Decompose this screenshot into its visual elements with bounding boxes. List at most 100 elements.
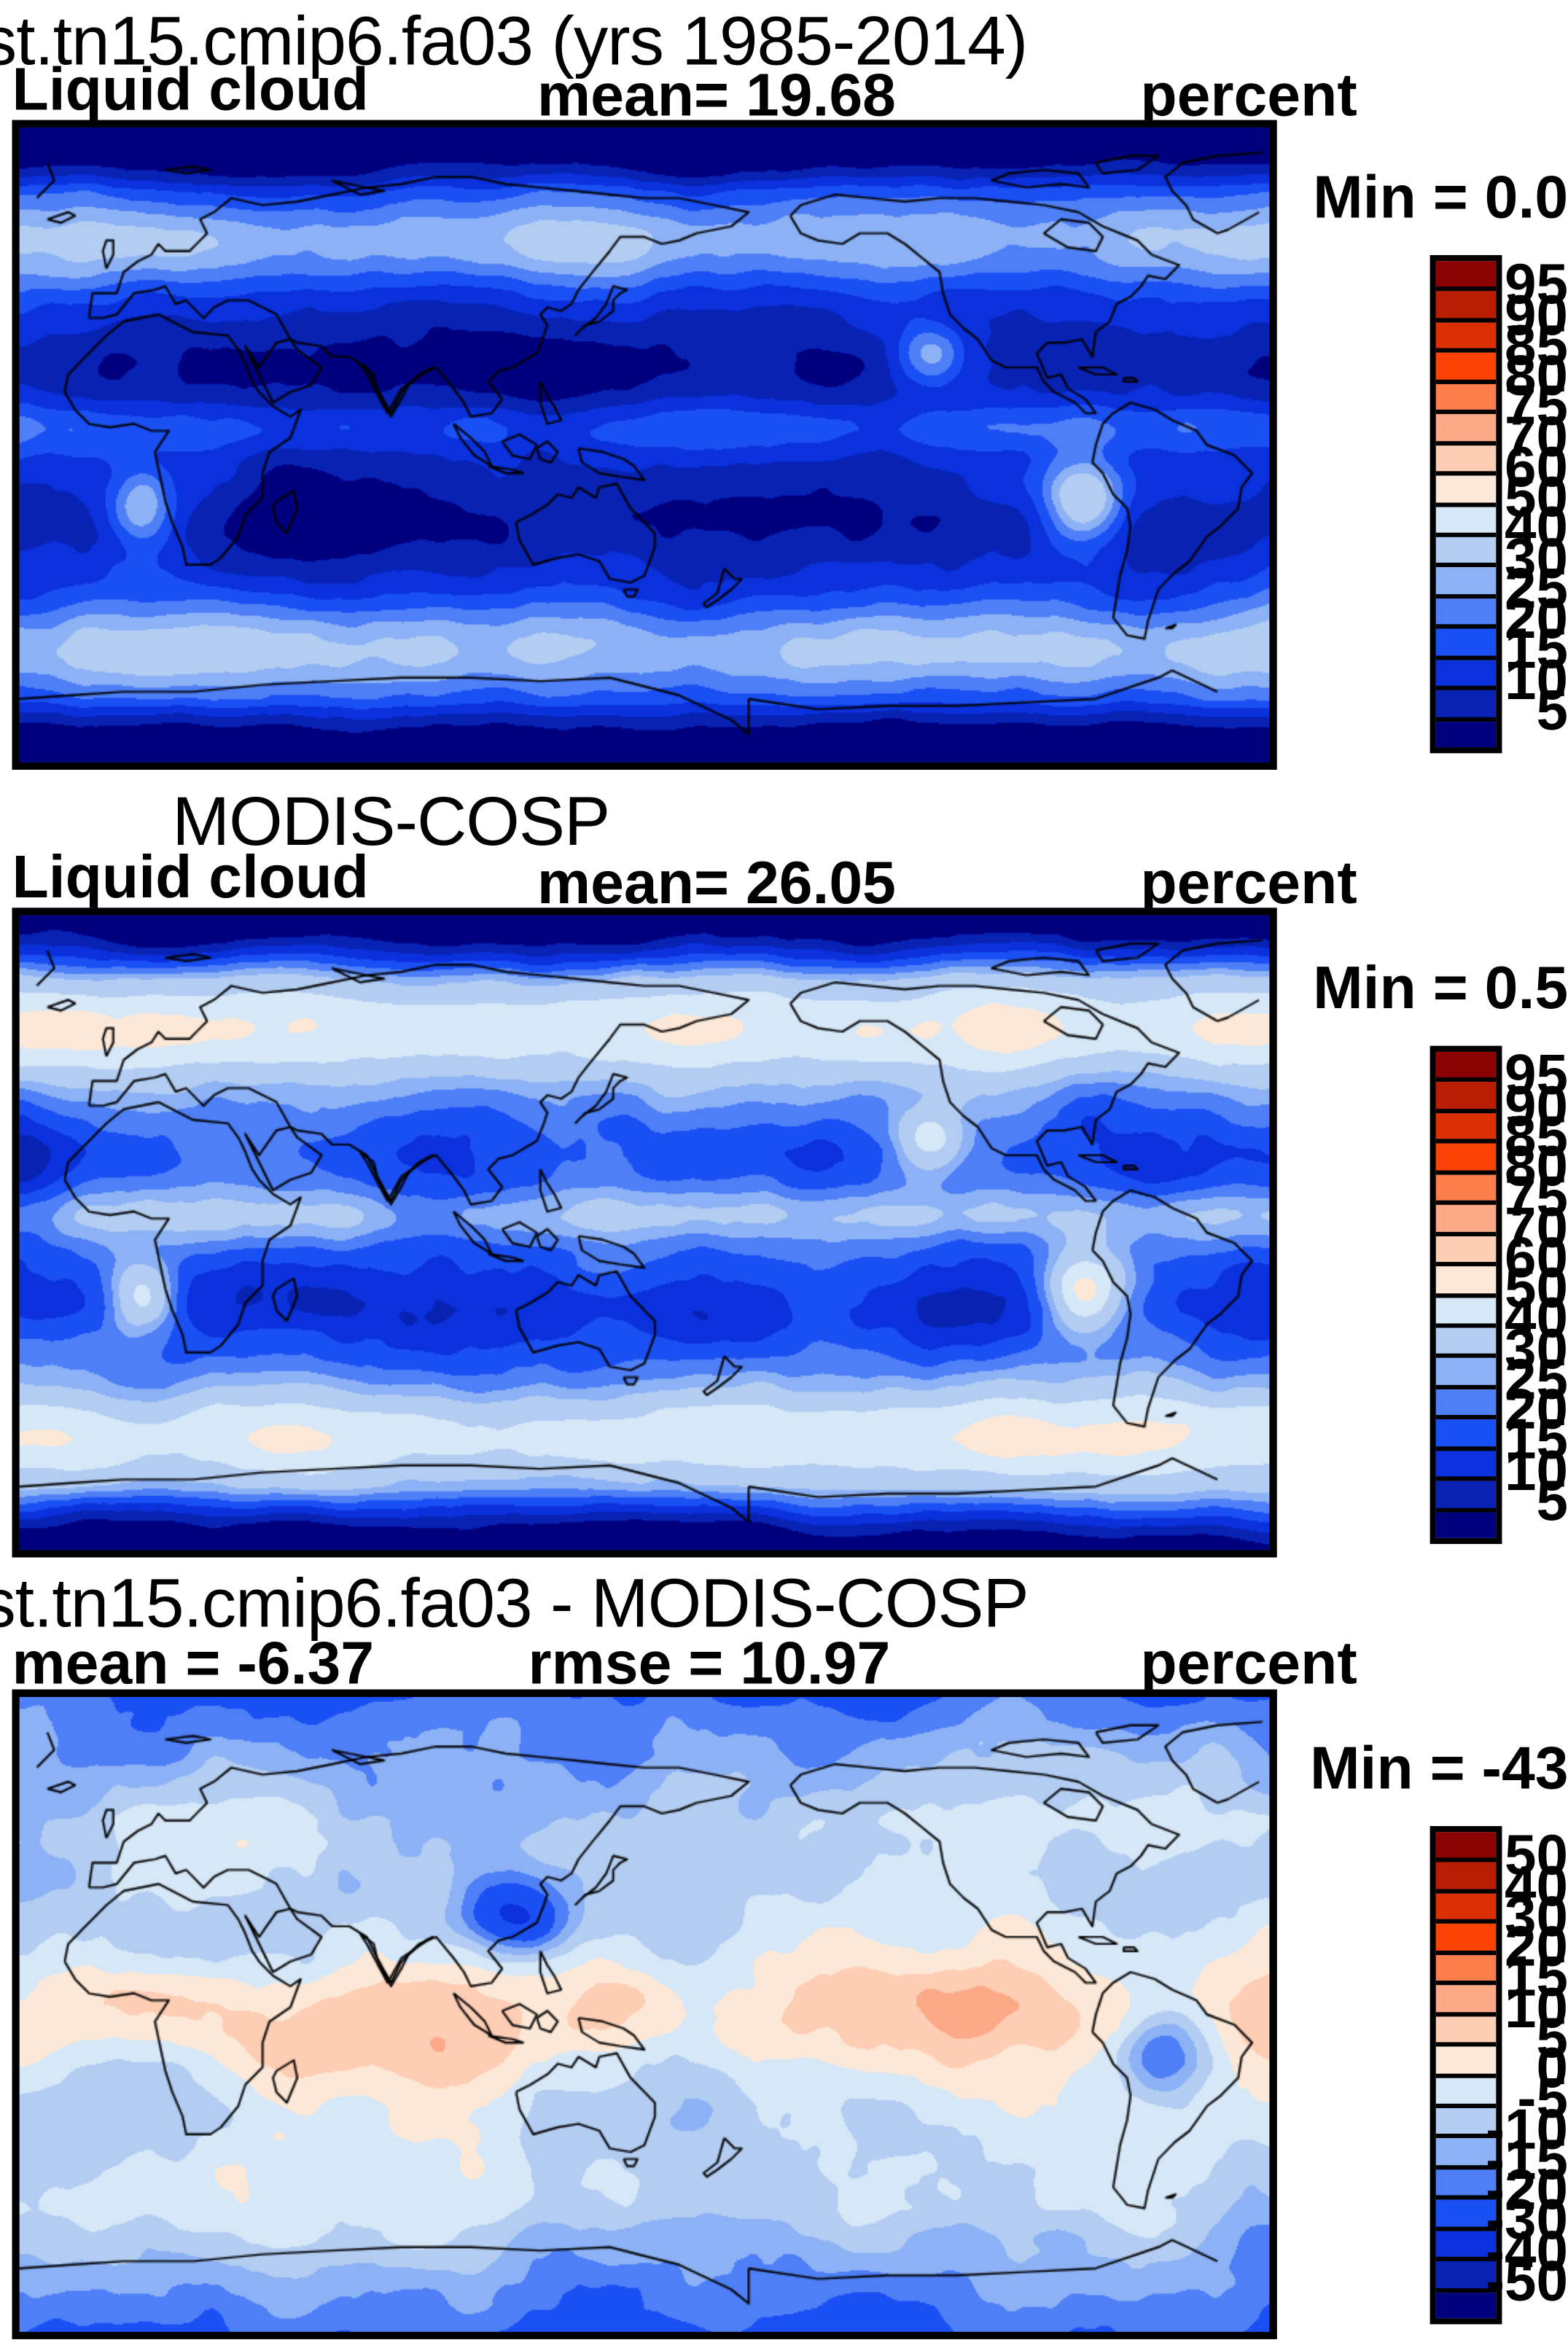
colorbar-tick-label: 95	[1504, 254, 1568, 317]
colorbar-swatch	[1435, 353, 1497, 384]
colorbar-model	[1429, 254, 1502, 754]
panel2-mean-label: mean= 26.05	[537, 851, 896, 917]
colorbar-tick-label: 60	[1504, 436, 1568, 499]
colorbar-tick-label: -15	[1485, 2129, 1568, 2192]
colorbar-swatch	[1435, 2107, 1497, 2139]
colorbar-tick-label: 5	[1536, 679, 1568, 743]
colorbar-tick-label: 85	[1504, 314, 1568, 378]
colorbar-swatch	[1435, 1419, 1497, 1451]
colorbar-tick-label: 0	[1536, 2037, 1568, 2101]
colorbar-swatch	[1435, 1389, 1497, 1420]
colorbar-difference-labels: 50 40 30 20 15 10 5 0 -5 -10 -15 -20 -30 -40 -50	[1486, 1825, 1568, 2324]
colorbar-tick-label: 25	[1504, 558, 1568, 621]
colorbar-swatch	[1435, 1051, 1497, 1083]
map-panel-obs	[12, 908, 1277, 1558]
colorbar-tick-label: 30	[1504, 527, 1568, 590]
colorbar-swatch	[1435, 1236, 1497, 1267]
colorbar-tick-label: 50	[1504, 1825, 1568, 1888]
colorbar-swatch	[1435, 1985, 1497, 2016]
colorbar-tick-label: 10	[1504, 649, 1568, 712]
colorbar-tick-label: 90	[1504, 284, 1568, 348]
colorbar-tick-label: 10	[1504, 1976, 1568, 2040]
colorbar-swatch	[1435, 1174, 1497, 1206]
panel3-rmse-label: rmse = 10.97	[528, 1631, 891, 1698]
colorbar-swatch	[1435, 660, 1497, 691]
colorbar-tick-label: 80	[1504, 345, 1568, 408]
panel2-variable-label: Liquid cloud	[12, 844, 369, 911]
colorbar-swatch	[1435, 1358, 1497, 1389]
colorbar-swatch	[1435, 383, 1497, 415]
colorbar-obs	[1429, 1045, 1502, 1545]
colorbar-swatch	[1435, 445, 1497, 476]
panel1-title: f09.F-hist.tn15.cmip6.fa03 (yrs 1985-201…	[0, 1, 1028, 80]
colorbar-model-labels: 95 90 85 80 75 70 60 50 40 30 25 20 15 10 5	[1505, 255, 1568, 753]
colorbar-tick-label: -5	[1517, 2067, 1568, 2131]
colorbar-swatch	[1435, 1863, 1497, 1894]
panel2-title: MODIS-COSP	[172, 781, 610, 860]
colorbar-tick-label: 5	[1536, 1470, 1568, 1534]
colorbar-swatch	[1435, 414, 1497, 445]
panel1-units-label: percent	[1140, 63, 1357, 130]
colorbar-tick-label: 85	[1504, 1105, 1568, 1169]
colorbar-tick-label: 15	[1504, 1946, 1568, 2010]
panel2-units-label: percent	[1140, 851, 1357, 917]
colorbar-tick-label: 20	[1504, 1916, 1568, 1979]
colorbar-tick-label: 20	[1504, 588, 1568, 652]
colorbar-swatch	[1435, 322, 1497, 354]
panel3-mean-label: mean = -6.37	[12, 1631, 375, 1698]
colorbar-tick-label: 15	[1504, 1409, 1568, 1473]
colorbar-swatch	[1435, 690, 1497, 722]
map-canvas-obs	[19, 915, 1270, 1551]
colorbar-tick-label: 15	[1504, 618, 1568, 682]
colorbar-tick-label: 30	[1504, 1885, 1568, 1949]
colorbar-tick-label: 50	[1504, 1257, 1568, 1321]
panel3-title: f09.F-hist.tn15.cmip6.fa03 - MODIS-COSP	[0, 1563, 1029, 1642]
panel1-minmax-label: Min = 0.00 Max = 66.17	[1313, 165, 1568, 231]
colorbar-swatch	[1435, 1481, 1497, 1512]
colorbar-swatch	[1435, 1327, 1497, 1359]
colorbar-swatch	[1435, 567, 1497, 598]
colorbar-tick-label: 90	[1504, 1074, 1568, 1139]
colorbar-swatch	[1435, 1832, 1497, 1863]
colorbar-swatch	[1435, 506, 1497, 537]
colorbar-tick-label: 25	[1504, 1348, 1568, 1412]
colorbar-swatch	[1435, 2077, 1497, 2108]
map-field	[19, 1697, 1270, 2332]
colorbar-tick-label: 30	[1504, 1318, 1568, 1381]
colorbar-tick-label: 40	[1504, 1855, 1568, 1919]
map-panel-difference	[12, 1689, 1277, 2340]
colorbar-swatch	[1435, 261, 1497, 292]
colorbar-tick-label: 40	[1504, 1287, 1568, 1352]
colorbar-swatch	[1435, 1511, 1497, 1538]
colorbar-tick-label: -10	[1485, 2098, 1568, 2162]
colorbar-tick-label: 75	[1504, 375, 1568, 439]
colorbar-swatch	[1435, 1954, 1497, 1986]
panel1-mean-label: mean= 19.68	[537, 63, 896, 130]
colorbar-swatch	[1435, 628, 1497, 660]
colorbar-swatch	[1435, 721, 1497, 748]
colorbar-swatch	[1435, 475, 1497, 507]
panel3-units-label: percent	[1140, 1631, 1357, 1698]
colorbar-swatch	[1435, 1113, 1497, 1144]
colorbar-tick-label: 50	[1504, 467, 1568, 530]
colorbar-swatch	[1435, 1144, 1497, 1175]
map-field	[19, 915, 1270, 1551]
colorbar-swatch	[1435, 1082, 1497, 1114]
map-panel-model	[12, 120, 1277, 770]
colorbar-swatch	[1435, 1205, 1497, 1236]
colorbar-tick-label: 40	[1504, 496, 1568, 561]
panel2-minmax-label: Min = 0.54 Max = 77.92	[1313, 956, 1568, 1022]
colorbar-tick-label: 70	[1504, 405, 1568, 469]
colorbar-swatch	[1435, 1924, 1497, 1955]
colorbar-tick-label: 20	[1504, 1378, 1568, 1443]
map-field	[19, 127, 1270, 762]
colorbar-tick-label: 10	[1504, 1440, 1568, 1503]
panel1-variable-label: Liquid cloud	[12, 57, 369, 123]
colorbar-tick-label: 75	[1504, 1166, 1568, 1230]
colorbar-swatch	[1435, 537, 1497, 568]
colorbar-obs-labels: 95 90 85 80 75 70 60 50 40 30 25 20 15 10 5	[1505, 1046, 1568, 1544]
colorbar-tick-label: 60	[1504, 1227, 1568, 1290]
colorbar-swatch	[1435, 1893, 1497, 1924]
colorbar-swatch	[1435, 2138, 1497, 2170]
